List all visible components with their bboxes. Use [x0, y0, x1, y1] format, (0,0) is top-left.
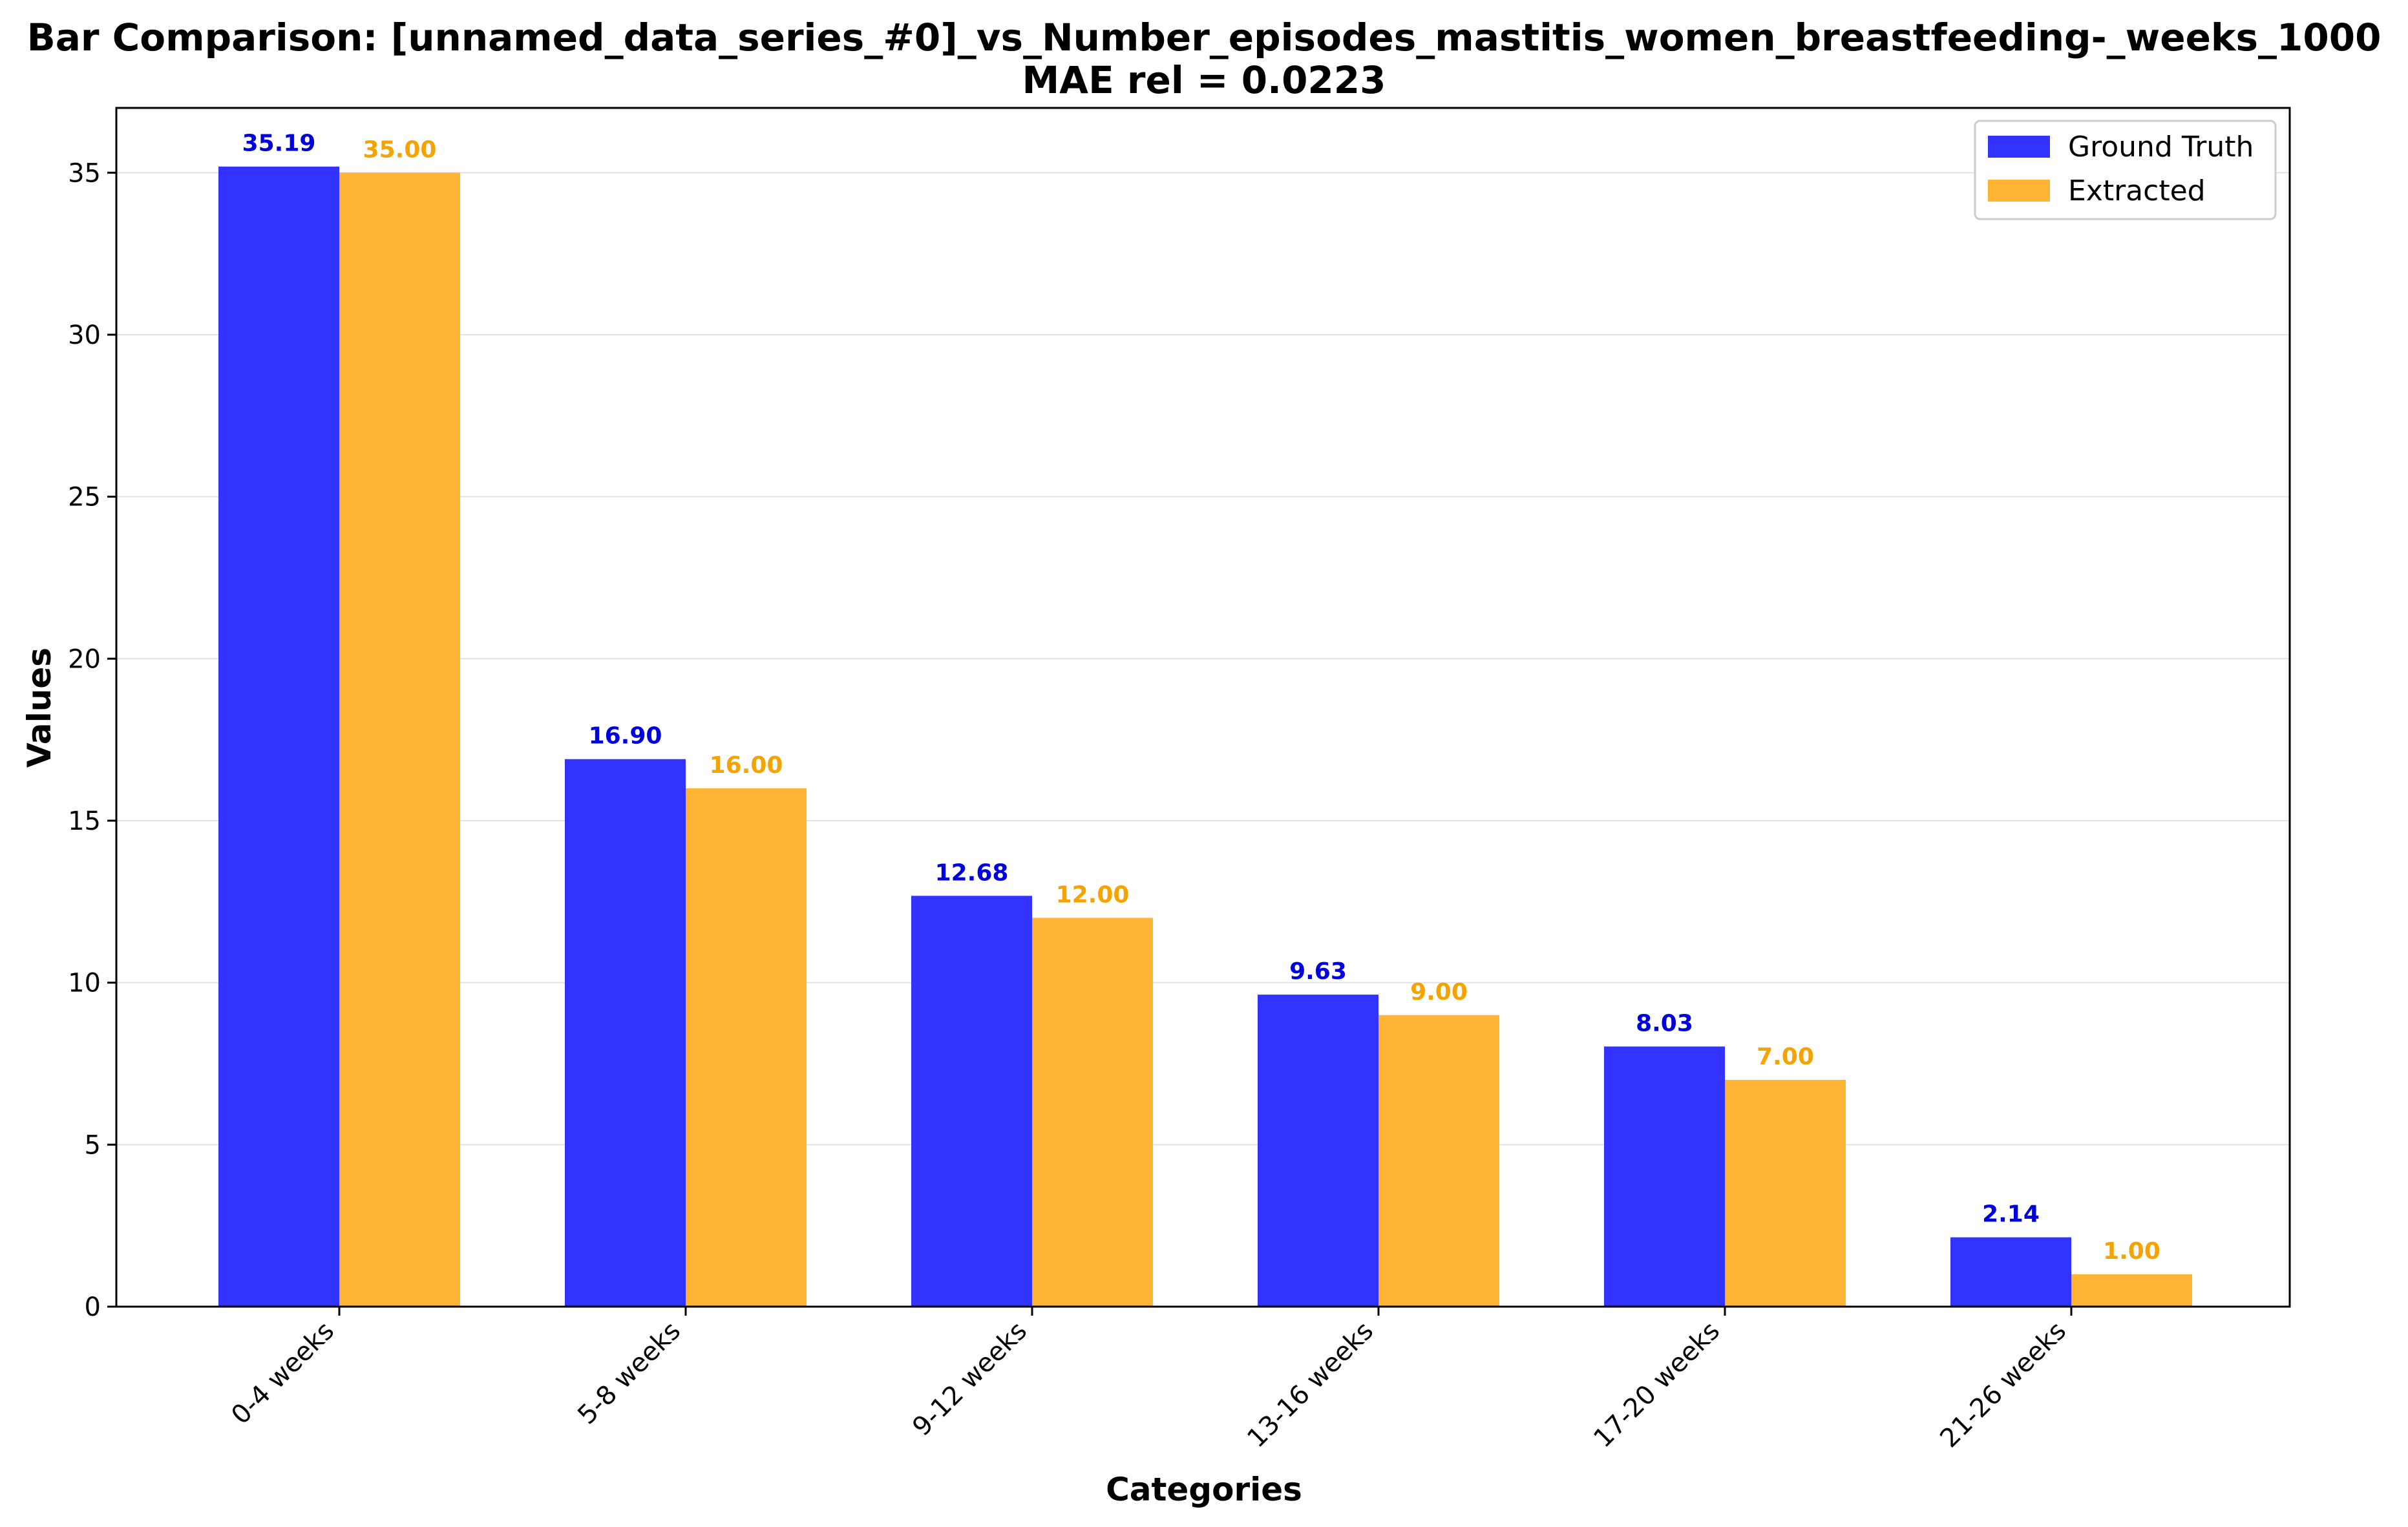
bar-value-label: 16.00: [710, 752, 783, 779]
bars: [218, 166, 2192, 1307]
chart-subtitle: MAE rel = 0.0223: [1022, 58, 1386, 102]
x-axis-title: Categories: [1106, 1471, 1302, 1508]
y-axis: 0 5 10 15 20 25 30 35: [68, 158, 116, 1322]
bar-extracted: [1032, 918, 1153, 1307]
bar-value-label: 12.68: [935, 859, 1009, 886]
plot-area-frame: [115, 107, 2291, 1308]
bar-value-label: 2.14: [1982, 1201, 2040, 1228]
y-tick-label: 0: [85, 1292, 101, 1322]
legend-swatch-extracted: [1988, 180, 2050, 202]
y-tick-label: 20: [68, 644, 101, 674]
bar-ground-truth: [911, 896, 1032, 1307]
bar-ground-truth: [218, 166, 339, 1307]
legend-box: [1974, 120, 2277, 220]
legend-swatch-ground-truth: [1988, 136, 2050, 158]
bar-value-label: 8.03: [1636, 1010, 1693, 1037]
bar-ground-truth: [1258, 995, 1378, 1307]
bar-extracted: [339, 173, 460, 1307]
bar-ground-truth: [1950, 1237, 2071, 1307]
y-axis-title: Values: [21, 648, 58, 768]
legend-label-extracted: Extracted: [2068, 174, 2206, 207]
bar-extracted: [686, 788, 807, 1307]
y-tick-label: 5: [85, 1130, 101, 1160]
bar-value-labels: 35.19 35.00 16.90 16.00 12.68 12.00 9.63 9.00 8.…: [242, 131, 2160, 1265]
bar-value-label: 35.19: [242, 131, 316, 157]
y-tick-label: 15: [68, 806, 101, 836]
bar-extracted: [1725, 1080, 1846, 1307]
bar-value-label: 35.00: [363, 136, 437, 163]
bar-value-label: 1.00: [2103, 1238, 2160, 1265]
bar-ground-truth: [1604, 1046, 1725, 1307]
bar-value-label: 7.00: [1757, 1044, 1814, 1070]
y-tick-label: 25: [68, 483, 101, 512]
bar-value-label: 9.63: [1289, 958, 1347, 985]
bar-extracted: [1378, 1015, 1499, 1307]
y-tick-label: 35: [68, 158, 101, 188]
bar-value-label: 16.90: [589, 723, 662, 750]
legend: Ground Truth Extracted: [1974, 120, 2277, 220]
legend-label-ground-truth: Ground Truth: [2068, 131, 2254, 163]
bar-value-label: 12.00: [1056, 881, 1130, 908]
chart-title: Bar Comparison: [unnamed_data_series_#0]…: [27, 16, 2382, 59]
y-tick-label: 10: [68, 969, 101, 998]
bar-value-label: 9.00: [1410, 979, 1468, 1006]
y-tick-label: 30: [68, 321, 101, 350]
bar-ground-truth: [565, 759, 686, 1307]
bar-extracted: [2071, 1274, 2192, 1307]
